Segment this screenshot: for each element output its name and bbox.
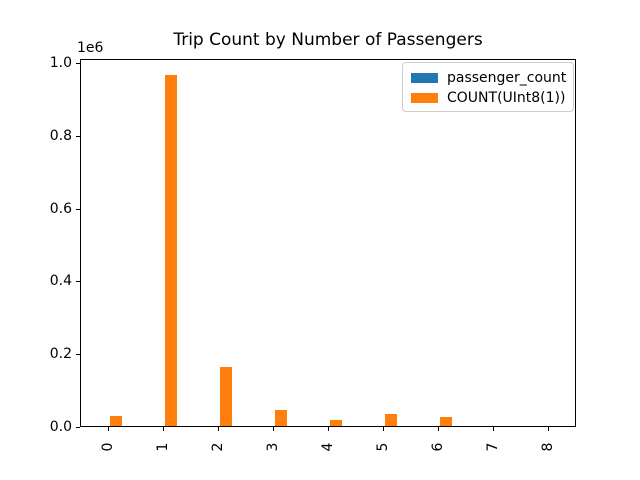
bar-count-uint8-1--5 <box>385 414 398 426</box>
legend-label-count: COUNT(UInt8(1)) <box>447 90 566 106</box>
x-tick-label: 0 <box>99 442 116 452</box>
x-tick-label: 4 <box>320 442 336 452</box>
x-tick-label: 6 <box>430 442 447 452</box>
x-tick-mark <box>328 427 329 431</box>
bar-count-uint8-1--3 <box>274 410 287 426</box>
y-tick-mark <box>76 63 80 64</box>
y-tick-label: 0.6 <box>49 200 72 217</box>
x-tick-mark <box>438 427 440 431</box>
bar-count-uint8-1--0 <box>109 416 122 426</box>
y-tick-mark <box>76 208 80 210</box>
y-tick-mark <box>76 427 80 428</box>
y-tick-label: 0.0 <box>49 419 72 435</box>
x-tick-mark <box>493 427 495 431</box>
x-tick-mark <box>383 427 385 431</box>
bar-count-uint8-1--2 <box>219 367 232 426</box>
x-tick-label: 2 <box>209 442 226 452</box>
bar-count-uint8-1--6 <box>440 417 453 426</box>
y-tick-mark <box>76 354 80 356</box>
legend: passenger_count COUNT(UInt8(1)) <box>402 62 574 112</box>
x-tick-mark <box>217 427 219 431</box>
legend-label-passenger-count: passenger_count <box>447 70 567 86</box>
y-tick-label: 0.2 <box>49 346 72 363</box>
bar-count-uint8-1--1 <box>164 75 177 426</box>
y-axis-offset-label: 1e6 <box>77 40 104 56</box>
x-tick-mark <box>548 427 550 431</box>
y-tick-mark <box>76 135 80 137</box>
plot-area: passenger_count COUNT(UInt8(1)) <box>80 59 576 427</box>
chart-title: Trip Count by Number of Passengers <box>173 30 483 50</box>
y-tick-label: 1.0 <box>49 55 72 71</box>
x-tick-label: 3 <box>264 442 281 452</box>
x-tick-label: 5 <box>375 442 392 452</box>
x-tick-label: 1 <box>154 442 171 452</box>
x-tick-mark <box>162 427 164 431</box>
y-tick-label: 0.8 <box>49 127 72 144</box>
legend-entry-count: COUNT(UInt8(1)) <box>411 88 565 108</box>
legend-entry-passenger-count: passenger_count <box>411 68 567 88</box>
x-tick-mark <box>107 427 109 431</box>
x-tick-label: 7 <box>485 442 502 452</box>
legend-swatch-passenger-count <box>411 73 438 83</box>
x-tick-label: 8 <box>540 442 557 452</box>
bar-count-uint8-1--4 <box>330 420 342 426</box>
y-tick-label: 0.4 <box>49 273 72 290</box>
x-tick-mark <box>272 427 274 431</box>
y-tick-mark <box>76 281 80 283</box>
legend-swatch-count <box>411 93 438 103</box>
